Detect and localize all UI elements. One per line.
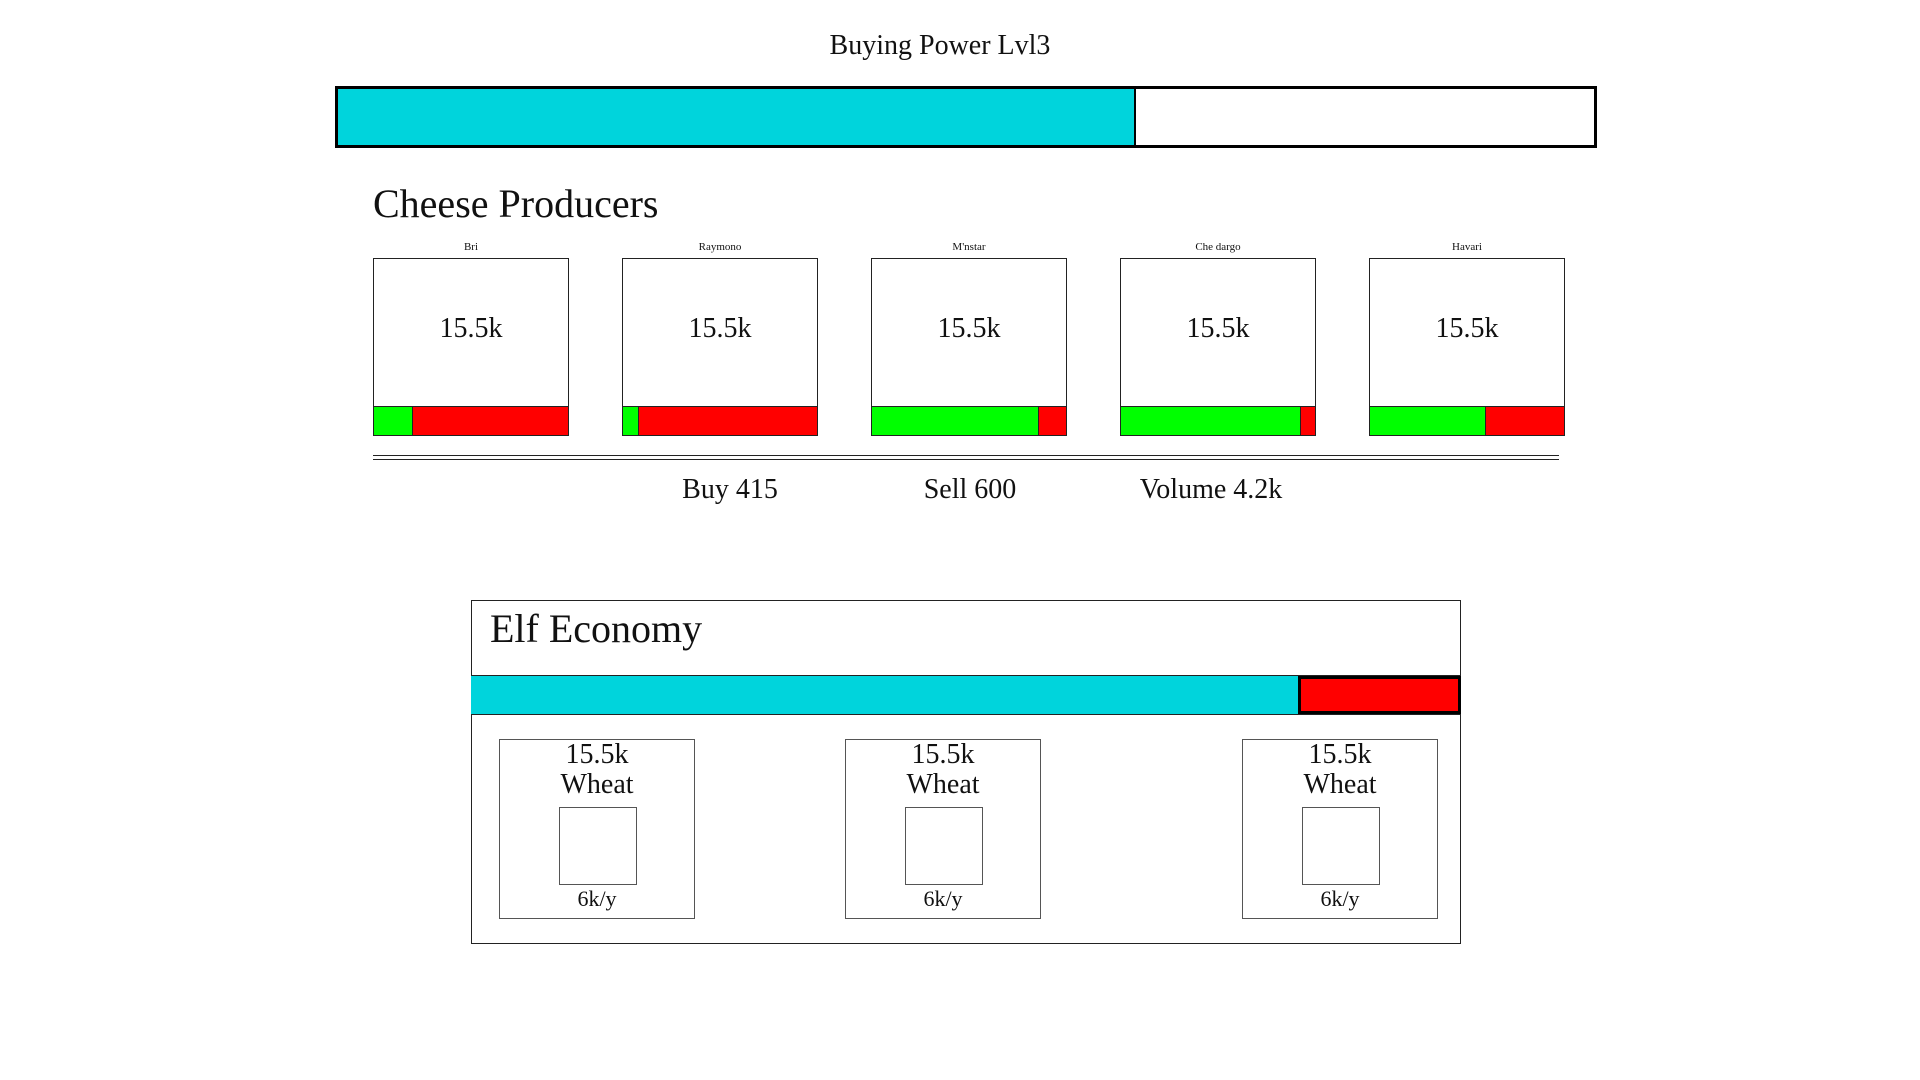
crop-value: 15.5k — [1308, 739, 1372, 770]
elf-economy-progress-remainder — [1297, 676, 1461, 714]
producer-name: Havari — [1452, 241, 1482, 253]
sell-stat: Sell 600 — [923, 474, 1017, 505]
producer-name: M'nstar — [952, 241, 986, 253]
crop-value: 15.5k — [565, 739, 629, 770]
producer-red-segment — [1301, 407, 1315, 435]
producer-name: Bri — [463, 241, 479, 253]
producer-card[interactable]: 15.5k — [1369, 258, 1565, 436]
producer-green-segment — [374, 407, 413, 435]
crop-rate: 6k/y — [577, 886, 617, 911]
producer-havari[interactable]: Havari 15.5k — [1369, 240, 1565, 436]
producer-green-segment — [623, 407, 639, 435]
elf-economy-title: Elf Economy — [490, 606, 703, 651]
volume-stat: Volume 4.2k — [1139, 474, 1283, 505]
crop-image-slot — [559, 807, 637, 885]
buying-power-progress-bar — [335, 86, 1597, 148]
producer-card[interactable]: 15.5k — [373, 258, 569, 436]
producer-name: Che dargo — [1195, 241, 1241, 253]
crop-value: 15.5k — [911, 739, 975, 770]
producer-ratio-bar — [373, 406, 569, 436]
producer-red-segment — [1038, 407, 1066, 435]
producer-card[interactable]: 15.5k — [871, 258, 1067, 436]
producer-card[interactable]: 15.5k — [1120, 258, 1316, 436]
producer-che-dargo[interactable]: Che dargo 15.5k — [1120, 240, 1316, 436]
elf-economy-progress-bar — [471, 675, 1461, 715]
crop-name: Wheat — [906, 769, 980, 800]
crop-card[interactable]: 15.5k Wheat 6k/y — [499, 739, 695, 919]
crop-rate: 6k/y — [923, 886, 963, 911]
cheese-divider — [373, 455, 1559, 460]
producer-ratio-bar — [622, 406, 818, 436]
producer-green-segment — [872, 407, 1039, 435]
producer-card[interactable]: 15.5k — [622, 258, 818, 436]
buying-power-progress-fill — [338, 89, 1136, 145]
producer-ratio-bar — [1120, 406, 1316, 436]
producer-value: 15.5k — [688, 313, 752, 344]
producer-red-segment — [1486, 407, 1564, 435]
crop-name: Wheat — [560, 769, 634, 800]
crop-image-slot — [1302, 807, 1380, 885]
producer-bri[interactable]: Bri 15.5k — [373, 240, 569, 436]
producer-red-segment — [638, 407, 817, 435]
producer-green-segment — [1370, 407, 1487, 435]
producer-green-segment — [1121, 407, 1302, 435]
producer-red-segment — [412, 407, 568, 435]
producer-ratio-bar — [871, 406, 1067, 436]
crop-image-slot — [905, 807, 983, 885]
producer-raymono[interactable]: Raymono 15.5k — [622, 240, 818, 436]
crop-card[interactable]: 15.5k Wheat 6k/y — [845, 739, 1041, 919]
producer-mnstar[interactable]: M'nstar 15.5k — [871, 240, 1067, 436]
crop-card[interactable]: 15.5k Wheat 6k/y — [1242, 739, 1438, 919]
producer-value: 15.5k — [1186, 313, 1250, 344]
producer-ratio-bar — [1369, 406, 1565, 436]
elf-economy-progress-fill — [471, 676, 1298, 714]
buying-power-title: Buying Power Lvl3 — [829, 30, 1051, 61]
producer-name: Raymono — [698, 241, 742, 253]
crop-name: Wheat — [1303, 769, 1377, 800]
producer-value: 15.5k — [439, 313, 503, 344]
crop-rate: 6k/y — [1320, 886, 1360, 911]
producer-value: 15.5k — [937, 313, 1001, 344]
cheese-producers-title: Cheese Producers — [373, 181, 659, 226]
producer-value: 15.5k — [1435, 313, 1499, 344]
buy-stat: Buy 415 — [682, 474, 778, 505]
elf-economy-panel: Elf Economy 15.5k Wheat 6k/y 15.5k Wheat… — [471, 600, 1461, 944]
